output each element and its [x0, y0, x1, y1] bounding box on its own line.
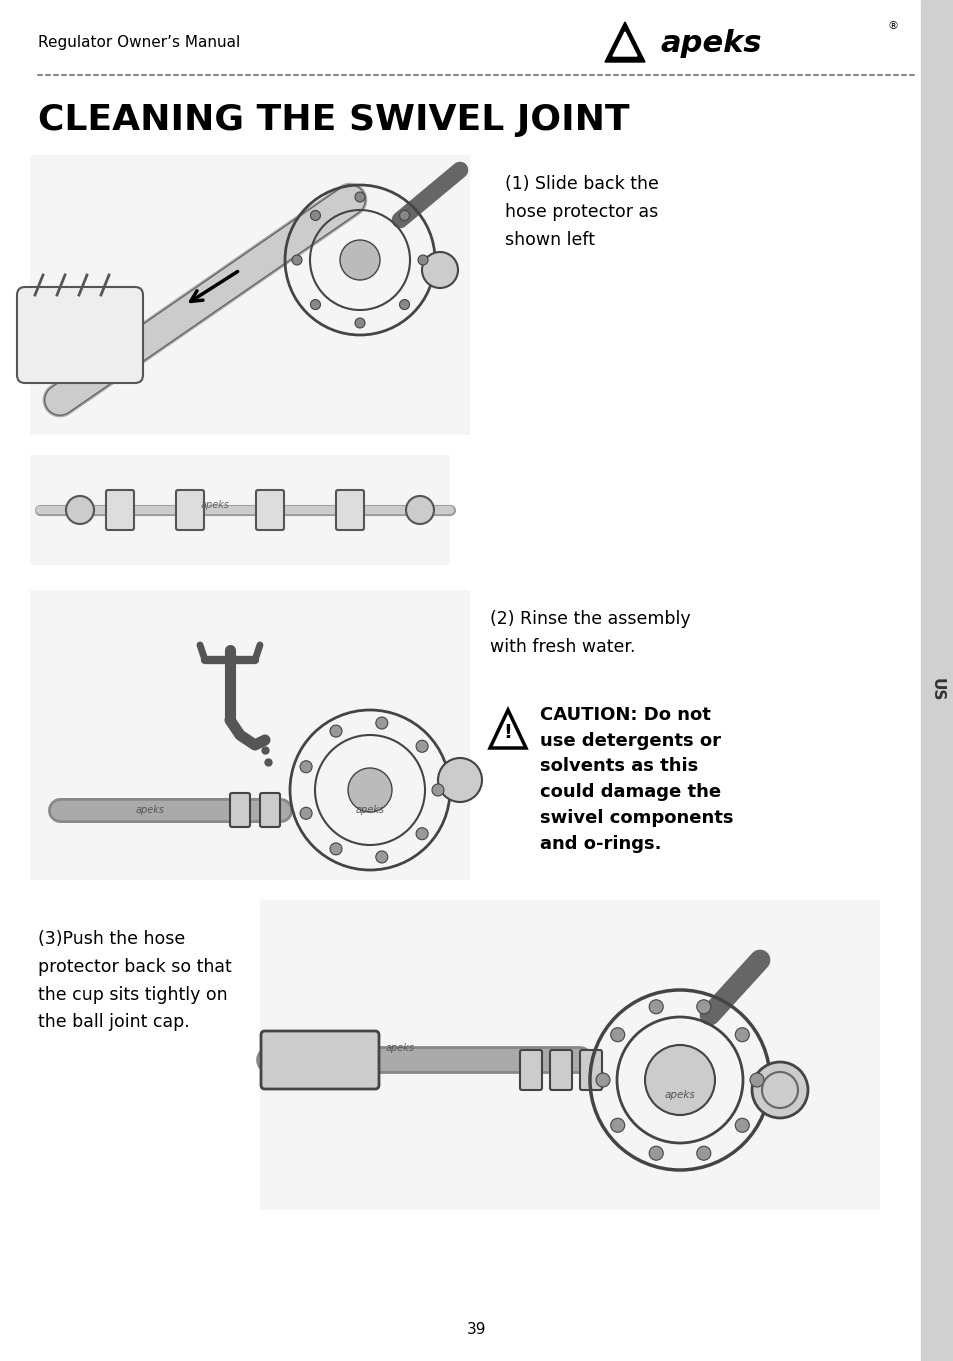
Circle shape — [416, 740, 428, 753]
Bar — [30, 455, 450, 565]
FancyBboxPatch shape — [106, 490, 133, 529]
Circle shape — [416, 827, 428, 840]
Polygon shape — [613, 33, 637, 56]
Text: apeks: apeks — [664, 1090, 695, 1100]
Text: 39: 39 — [467, 1323, 486, 1338]
Circle shape — [610, 1119, 624, 1132]
FancyBboxPatch shape — [175, 490, 204, 529]
Text: CLEANING THE SWIVEL JOINT: CLEANING THE SWIVEL JOINT — [38, 103, 629, 137]
Text: ®: ® — [886, 20, 898, 31]
Circle shape — [310, 211, 320, 220]
Circle shape — [417, 255, 428, 265]
Bar — [260, 900, 879, 1210]
Circle shape — [300, 807, 312, 819]
Circle shape — [300, 761, 312, 773]
Bar — [920, 0, 953, 1361]
Circle shape — [375, 851, 388, 863]
Circle shape — [696, 1000, 710, 1014]
FancyBboxPatch shape — [550, 1049, 572, 1090]
Circle shape — [649, 1146, 662, 1160]
Text: apeks: apeks — [200, 499, 230, 510]
Circle shape — [330, 842, 341, 855]
Text: apeks: apeks — [659, 29, 760, 57]
Circle shape — [596, 1072, 609, 1087]
Circle shape — [649, 1000, 662, 1014]
FancyBboxPatch shape — [255, 490, 284, 529]
Text: (2) Rinse the assembly
with fresh water.: (2) Rinse the assembly with fresh water. — [490, 610, 690, 656]
Text: (3)Push the hose
protector back so that
the cup sits tightly on
the ball joint c: (3)Push the hose protector back so that … — [38, 930, 232, 1032]
Text: apeks: apeks — [355, 804, 384, 815]
Bar — [30, 155, 470, 436]
Text: Regulator Owner’s Manual: Regulator Owner’s Manual — [38, 34, 240, 49]
Text: US: US — [928, 678, 943, 702]
Circle shape — [421, 252, 457, 289]
Circle shape — [399, 299, 409, 309]
Circle shape — [749, 1072, 763, 1087]
Polygon shape — [604, 22, 644, 63]
Circle shape — [644, 1045, 714, 1115]
FancyBboxPatch shape — [230, 793, 250, 827]
Circle shape — [437, 758, 481, 802]
Text: (1) Slide back the
hose protector as
shown left: (1) Slide back the hose protector as sho… — [504, 176, 659, 249]
FancyBboxPatch shape — [579, 1049, 601, 1090]
Circle shape — [348, 768, 392, 813]
Circle shape — [330, 725, 341, 738]
FancyBboxPatch shape — [17, 287, 143, 382]
Circle shape — [66, 495, 94, 524]
Text: apeks: apeks — [385, 1043, 414, 1053]
Text: apeks: apeks — [135, 804, 164, 815]
Circle shape — [339, 240, 379, 280]
FancyBboxPatch shape — [261, 1032, 378, 1089]
FancyBboxPatch shape — [335, 490, 364, 529]
Circle shape — [355, 192, 365, 201]
FancyBboxPatch shape — [519, 1049, 541, 1090]
Circle shape — [310, 299, 320, 309]
Circle shape — [292, 255, 302, 265]
Circle shape — [432, 784, 443, 796]
Circle shape — [751, 1062, 807, 1117]
Circle shape — [610, 1028, 624, 1041]
Circle shape — [735, 1119, 748, 1132]
Circle shape — [399, 211, 409, 220]
FancyBboxPatch shape — [585, 14, 903, 69]
Circle shape — [375, 717, 388, 729]
Circle shape — [735, 1028, 748, 1041]
Circle shape — [406, 495, 434, 524]
Bar — [30, 591, 470, 881]
Circle shape — [696, 1146, 710, 1160]
FancyBboxPatch shape — [260, 793, 280, 827]
Text: !: ! — [503, 723, 512, 742]
Text: CAUTION: Do not
use detergents or
solvents as this
could damage the
swivel compo: CAUTION: Do not use detergents or solven… — [539, 706, 733, 852]
Circle shape — [355, 318, 365, 328]
